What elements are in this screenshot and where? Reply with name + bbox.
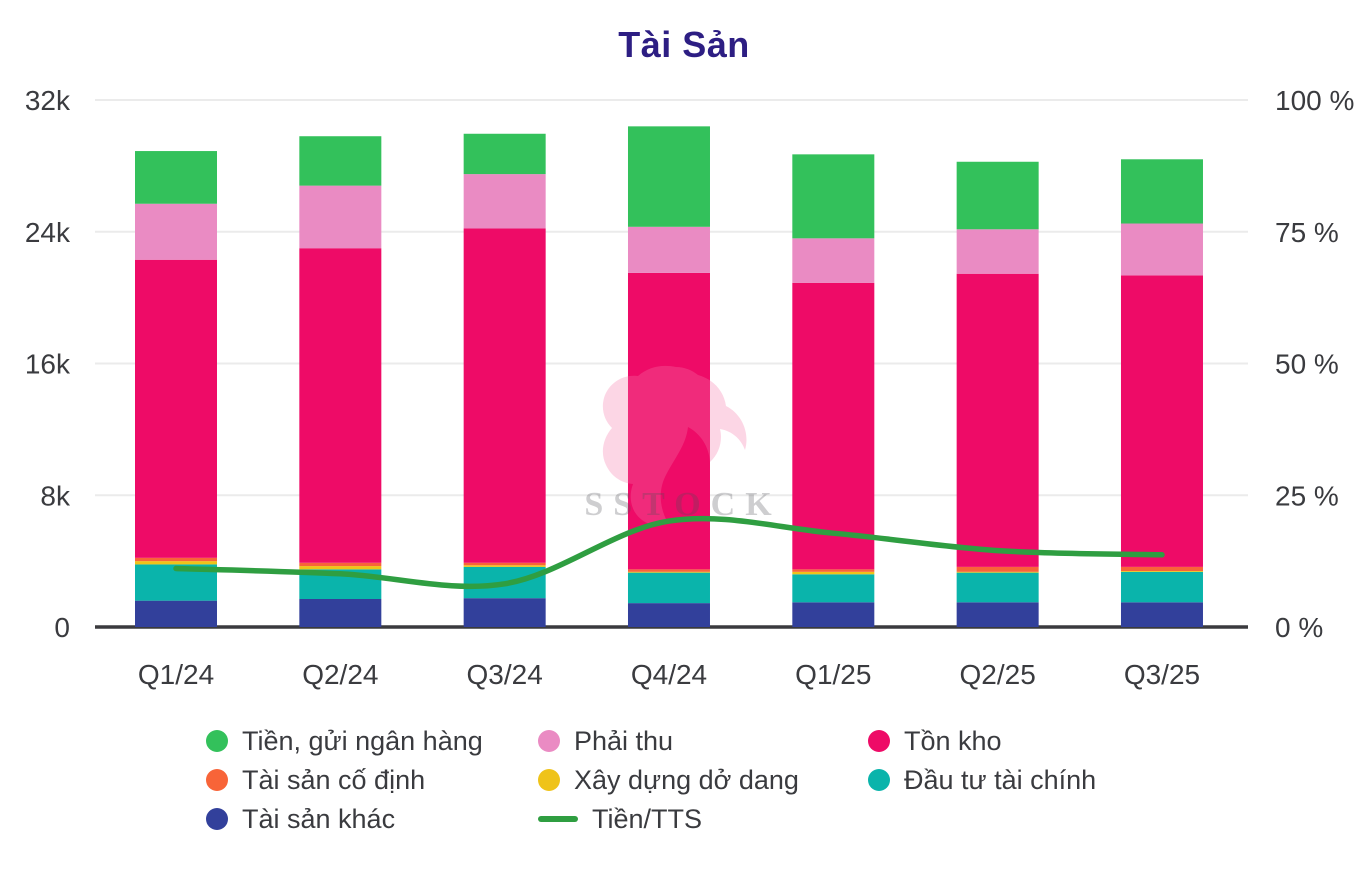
axis-labels-layer: 0 0 % 8k 25 % 16k 50 % 24k 75 % 32k 100 % Q1/24 Q2/… — [25, 85, 1355, 690]
bar-segment-ton-kho-q2-25[interactable] — [956, 273, 1039, 567]
x-axis-label-q3-25: Q3/25 — [1124, 659, 1200, 690]
bar-segment-xay-dung-do-dang-q1-24[interactable] — [135, 561, 217, 565]
bar-segment-tai-san-khac-q1-25[interactable] — [792, 602, 875, 627]
bar-segment-tai-san-khac-q2-25[interactable] — [956, 602, 1039, 627]
legend-dot-icon-phai-thu — [538, 730, 560, 752]
watermark-text: SSTOCK — [584, 486, 781, 523]
legend-label-phai-thu: Phải thu — [574, 725, 674, 756]
legend-item-tien-gui-ngan-hang[interactable]: Tiền, gửi ngân hàng — [206, 725, 538, 756]
bar-segment-dau-tu-tai-chinh-q1-25[interactable] — [792, 574, 875, 603]
x-axis-label-q2-24: Q2/24 — [302, 659, 378, 690]
bar-segment-tai-san-co-dinh-q2-25[interactable] — [956, 566, 1039, 572]
legend-item-xay-dung-do-dang[interactable]: Xây dựng dở dang — [538, 764, 868, 795]
bar-segment-phai-thu-q4-24[interactable] — [627, 226, 710, 273]
bar-segment-xay-dung-do-dang-q3-24[interactable] — [463, 565, 546, 567]
bar-segment-ton-kho-q1-25[interactable] — [792, 282, 875, 570]
left-axis-tick-label: 8k — [40, 480, 71, 511]
right-axis-tick-label: 75 % — [1275, 217, 1339, 248]
legend-line-icon-tien-tts — [538, 816, 578, 822]
legend-label-tien-gui-ngan-hang: Tiền, gửi ngân hàng — [242, 725, 483, 756]
legend-dot-icon-tai-san-co-dinh — [206, 769, 228, 791]
bar-segment-tien-gui-ngan-hang-q2-25[interactable] — [956, 161, 1039, 230]
bar-segment-phai-thu-q2-24[interactable] — [299, 185, 382, 249]
left-axis-tick-label: 24k — [25, 217, 71, 248]
chart-legend: Tiền, gửi ngân hàng Phải thu Tồn kho Tài sả… — [206, 725, 1216, 834]
left-axis-tick-label: 32k — [25, 85, 71, 116]
watermark: SSTOCK — [584, 365, 781, 526]
legend-item-dau-tu-tai-chinh[interactable]: Đầu tư tài chính — [868, 764, 1198, 795]
bar-segment-tai-san-co-dinh-q1-25[interactable] — [792, 569, 875, 572]
legend-dot-icon-dau-tu-tai-chinh — [868, 769, 890, 791]
bar-segment-dau-tu-tai-chinh-q2-25[interactable] — [956, 572, 1039, 603]
x-axis-label-q1-25: Q1/25 — [795, 659, 871, 690]
legend-dot-icon-tai-san-khac — [206, 808, 228, 830]
legend-label-dau-tu-tai-chinh: Đầu tư tài chính — [904, 764, 1097, 795]
trend-line-layer — [173, 515, 1165, 590]
x-axis-label-q1-24: Q1/24 — [138, 659, 214, 690]
legend-label-tai-san-co-dinh: Tài sản cố định — [242, 764, 426, 795]
bar-segment-phai-thu-q2-25[interactable] — [956, 229, 1039, 274]
bar-segment-ton-kho-q1-24[interactable] — [135, 259, 217, 558]
x-axis-label-q4-24: Q4/24 — [631, 659, 707, 690]
legend-item-phai-thu[interactable]: Phải thu — [538, 725, 868, 756]
lion-head-logo-icon — [602, 365, 747, 526]
legend-label-xay-dung-do-dang: Xây dựng dở dang — [574, 764, 799, 795]
bar-segment-tai-san-khac-q2-24[interactable] — [299, 599, 382, 627]
bar-segment-tai-san-khac-q1-24[interactable] — [135, 600, 217, 627]
bar-segment-tai-san-co-dinh-q4-24[interactable] — [627, 569, 710, 572]
bar-segment-tien-gui-ngan-hang-q3-25[interactable] — [1120, 159, 1203, 224]
bar-segment-xay-dung-do-dang-q3-25[interactable] — [1120, 571, 1203, 572]
legend-label-ton-kho: Tồn kho — [904, 725, 1002, 756]
bar-segment-xay-dung-do-dang-q1-25[interactable] — [792, 571, 875, 575]
bar-segment-dau-tu-tai-chinh-q4-24[interactable] — [627, 572, 710, 604]
chart-title: Tài Sản — [618, 24, 750, 65]
bar-segment-tai-san-khac-q3-24[interactable] — [463, 598, 546, 627]
right-axis-tick-label: 0 % — [1275, 612, 1323, 643]
bar-segment-tai-san-co-dinh-q3-24[interactable] — [463, 562, 546, 566]
legend-label-tien-tts: Tiền/TTS — [592, 803, 703, 834]
right-axis-tick-label: 25 % — [1275, 480, 1339, 511]
bar-segment-xay-dung-do-dang-q2-24[interactable] — [299, 566, 382, 570]
tien-tts-line[interactable] — [173, 515, 1165, 590]
legend-item-tien-tts[interactable]: Tiền/TTS — [538, 803, 868, 834]
right-axis-tick-label: 50 % — [1275, 349, 1339, 380]
bar-segment-ton-kho-q3-25[interactable] — [1120, 275, 1203, 567]
legend-dot-icon-xay-dung-do-dang — [538, 769, 560, 791]
bar-segment-tien-gui-ngan-hang-q1-25[interactable] — [792, 154, 875, 239]
legend-dot-icon-tien-gui-ngan-hang — [206, 730, 228, 752]
bar-segment-tai-san-co-dinh-q1-24[interactable] — [135, 557, 217, 562]
x-axis-label-q3-24: Q3/24 — [467, 659, 543, 690]
bar-segment-phai-thu-q1-25[interactable] — [792, 238, 875, 283]
bar-segment-tai-san-co-dinh-q3-25[interactable] — [1120, 566, 1203, 572]
bar-segment-tien-gui-ngan-hang-q2-24[interactable] — [299, 136, 382, 186]
bars-layer — [135, 126, 1203, 627]
bar-segment-dau-tu-tai-chinh-q3-25[interactable] — [1120, 571, 1203, 603]
bar-segment-ton-kho-q2-24[interactable] — [299, 248, 382, 563]
left-axis-tick-label: 0 — [54, 612, 70, 643]
x-axis-label-q2-25: Q2/25 — [960, 659, 1036, 690]
bar-segment-phai-thu-q3-24[interactable] — [463, 174, 546, 229]
legend-dot-icon-ton-kho — [868, 730, 890, 752]
bar-segment-ton-kho-q3-24[interactable] — [463, 228, 546, 563]
bar-segment-tai-san-co-dinh-q2-24[interactable] — [299, 562, 382, 567]
bar-segment-tai-san-khac-q4-24[interactable] — [627, 603, 710, 627]
bar-segment-tai-san-khac-q3-25[interactable] — [1120, 602, 1203, 627]
bar-segment-phai-thu-q1-24[interactable] — [135, 203, 217, 260]
legend-item-tai-san-khac[interactable]: Tài sản khác — [206, 803, 538, 834]
bar-segment-tien-gui-ngan-hang-q3-24[interactable] — [463, 133, 546, 175]
bar-segment-xay-dung-do-dang-q2-25[interactable] — [956, 571, 1039, 573]
bar-segment-xay-dung-do-dang-q4-24[interactable] — [627, 571, 710, 573]
legend-item-tai-san-co-dinh[interactable]: Tài sản cố định — [206, 764, 538, 795]
bar-segment-tien-gui-ngan-hang-q4-24[interactable] — [627, 126, 710, 227]
legend-label-tai-san-khac: Tài sản khác — [242, 803, 396, 834]
right-axis-tick-label: 100 % — [1275, 85, 1354, 116]
left-axis-tick-label: 16k — [25, 349, 71, 380]
assets-stacked-bar-chart[interactable]: SSTOCK 0 0 % 8k 25 % 16k 50 % 24k 75 % 32k 100 % Q… — [0, 0, 1368, 710]
bar-segment-phai-thu-q3-25[interactable] — [1120, 223, 1203, 276]
bar-segment-tien-gui-ngan-hang-q1-24[interactable] — [135, 151, 217, 204]
legend-item-ton-kho[interactable]: Tồn kho — [868, 725, 1198, 756]
